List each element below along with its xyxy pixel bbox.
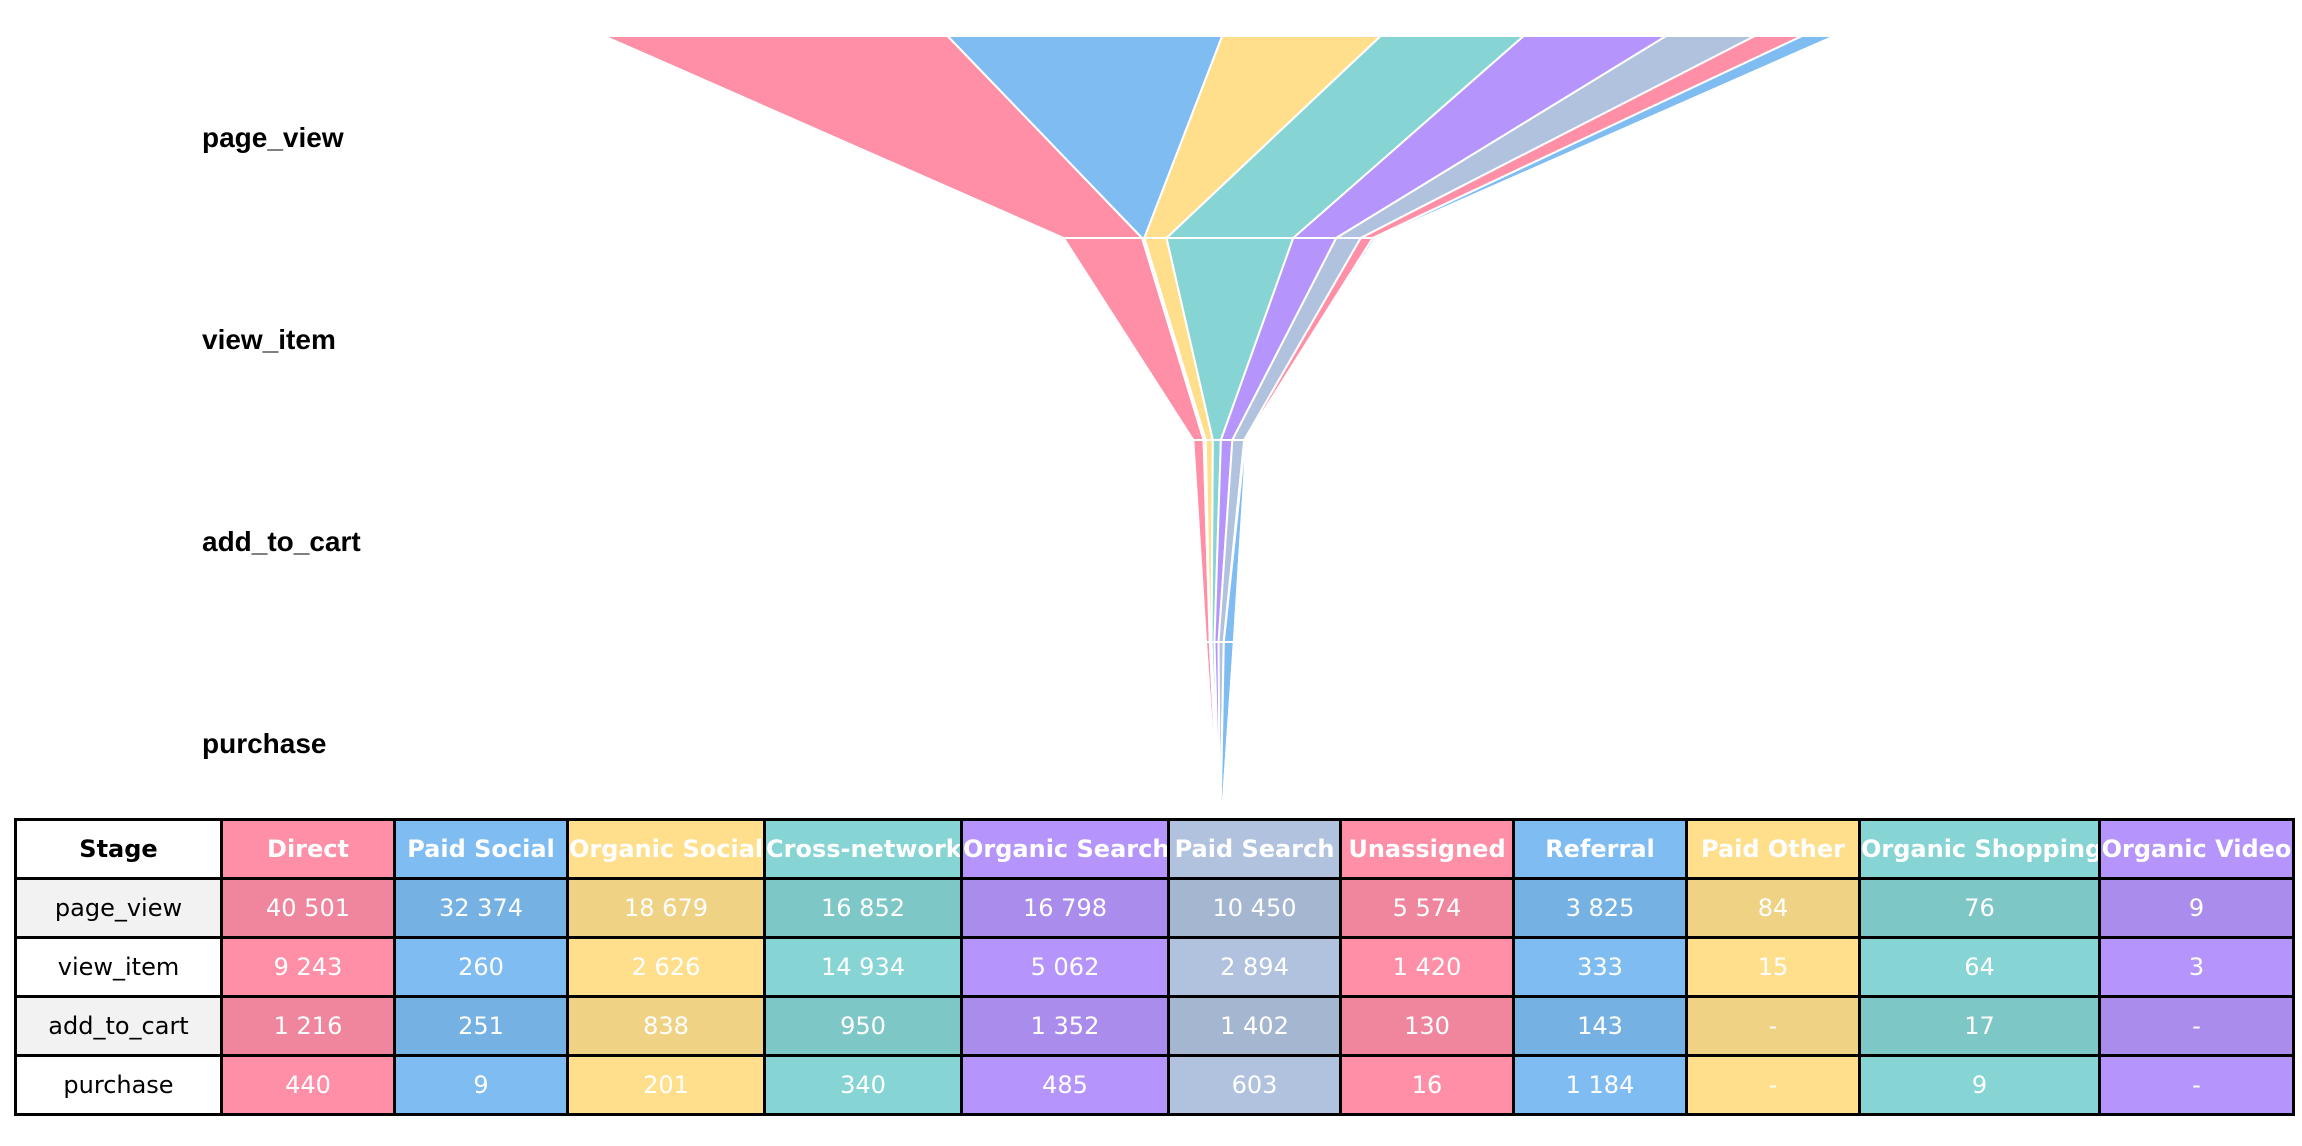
value-cell-organic-search: 1 352 [960, 995, 1170, 1057]
value-cell-organic-social: 18 679 [566, 877, 766, 939]
value-cell-organic-social: 838 [566, 995, 766, 1057]
stage-label-add-to-cart: add_to_cart [202, 526, 361, 557]
column-header-direct: Direct [220, 818, 396, 880]
value-cell-direct: 9 243 [220, 936, 396, 998]
funnel-segment-purchase-organic-shopping [1222, 641, 1235, 800]
funnel-segments [603, 35, 1837, 800]
column-header-cross-network: Cross-network [763, 818, 963, 880]
value-cell-organic-video: - [2098, 995, 2295, 1057]
column-header-referral: Referral [1512, 818, 1688, 880]
column-header-organic-search: Organic Search [960, 818, 1170, 880]
stage-label-view-item: view_item [202, 324, 336, 355]
column-header-paid-other: Paid Other [1685, 818, 1861, 880]
value-cell-organic-shopping: 9 [1858, 1054, 2101, 1116]
value-cell-organic-social: 2 626 [566, 936, 766, 998]
value-cell-paid-social: 9 [393, 1054, 569, 1116]
value-cell-cross-network: 14 934 [763, 936, 963, 998]
funnel-chart: page_view view_item add_to_cart purchase [202, 35, 1837, 800]
stage-label-page-view: page_view [202, 122, 344, 153]
value-cell-paid-search: 10 450 [1167, 877, 1342, 939]
table-row-add-to-cart: add_to_cart 1 216 251 838 950 1 352 1 402 130 14… [14, 995, 2295, 1057]
column-header-paid-social: Paid Social [393, 818, 569, 880]
stage-cell: add_to_cart [14, 995, 223, 1057]
value-cell-organic-search: 16 798 [960, 877, 1170, 939]
column-header-paid-search: Paid Search [1167, 818, 1342, 880]
value-cell-paid-social: 32 374 [393, 877, 569, 939]
stage-cell: purchase [14, 1054, 223, 1116]
value-cell-organic-video: - [2098, 1054, 2295, 1116]
stage-labels: page_view view_item add_to_cart purchase [202, 122, 361, 759]
value-cell-referral: 1 184 [1512, 1054, 1688, 1116]
value-cell-direct: 440 [220, 1054, 396, 1116]
value-cell-organic-video: 9 [2098, 877, 2295, 939]
value-cell-unassigned: 5 574 [1339, 877, 1515, 939]
value-cell-organic-video: 3 [2098, 936, 2295, 998]
table-row-page-view: page_view 40 501 32 374 18 679 16 852 16 798 1… [14, 877, 2295, 939]
value-cell-paid-other: 84 [1685, 877, 1861, 939]
value-cell-organic-shopping: 17 [1858, 995, 2101, 1057]
value-cell-paid-other: - [1685, 1054, 1861, 1116]
value-cell-cross-network: 340 [763, 1054, 963, 1116]
value-cell-organic-social: 201 [566, 1054, 766, 1116]
value-cell-organic-search: 485 [960, 1054, 1170, 1116]
column-header-organic-shopping: Organic Shopping [1858, 818, 2101, 880]
value-cell-unassigned: 130 [1339, 995, 1515, 1057]
value-cell-cross-network: 950 [763, 995, 963, 1057]
value-cell-paid-social: 251 [393, 995, 569, 1057]
value-cell-unassigned: 16 [1339, 1054, 1515, 1116]
value-cell-referral: 333 [1512, 936, 1688, 998]
value-cell-organic-shopping: 64 [1858, 936, 2101, 998]
column-header-unassigned: Unassigned [1339, 818, 1515, 880]
value-cell-referral: 3 825 [1512, 877, 1688, 939]
stage-label-purchase: purchase [202, 728, 327, 759]
stage-column-header: Stage [14, 818, 223, 880]
value-cell-direct: 1 216 [220, 995, 396, 1057]
value-cell-referral: 143 [1512, 995, 1688, 1057]
value-cell-paid-other: 15 [1685, 936, 1861, 998]
table-row-purchase: purchase 440 9 201 340 485 603 16 1 184-9- [14, 1054, 2295, 1116]
column-header-organic-social: Organic Social [566, 818, 766, 880]
value-cell-paid-other: - [1685, 995, 1861, 1057]
column-header-organic-video: Organic Video [2098, 818, 2295, 880]
value-cell-unassigned: 1 420 [1339, 936, 1515, 998]
table-header-row: Stage Direct Paid Social Organic Social Cro… [14, 818, 2295, 880]
stage-cell: page_view [14, 877, 223, 939]
value-cell-organic-search: 5 062 [960, 936, 1170, 998]
table-row-view-item: view_item 9 243 260 2 626 14 934 5 062 2 894 1 … [14, 936, 2295, 998]
value-cell-organic-shopping: 76 [1858, 877, 2101, 939]
value-cell-paid-search: 603 [1167, 1054, 1342, 1116]
funnel-segment-view-item-organic-video [1245, 237, 1378, 441]
value-cell-paid-search: 2 894 [1167, 936, 1342, 998]
stage-cell: view_item [14, 936, 223, 998]
value-cell-cross-network: 16 852 [763, 877, 963, 939]
value-cell-paid-social: 260 [393, 936, 569, 998]
funnel-data-table: Stage Direct Paid Social Organic Social Cro… [14, 818, 2295, 1116]
value-cell-direct: 40 501 [220, 877, 396, 939]
value-cell-paid-search: 1 402 [1167, 995, 1342, 1057]
